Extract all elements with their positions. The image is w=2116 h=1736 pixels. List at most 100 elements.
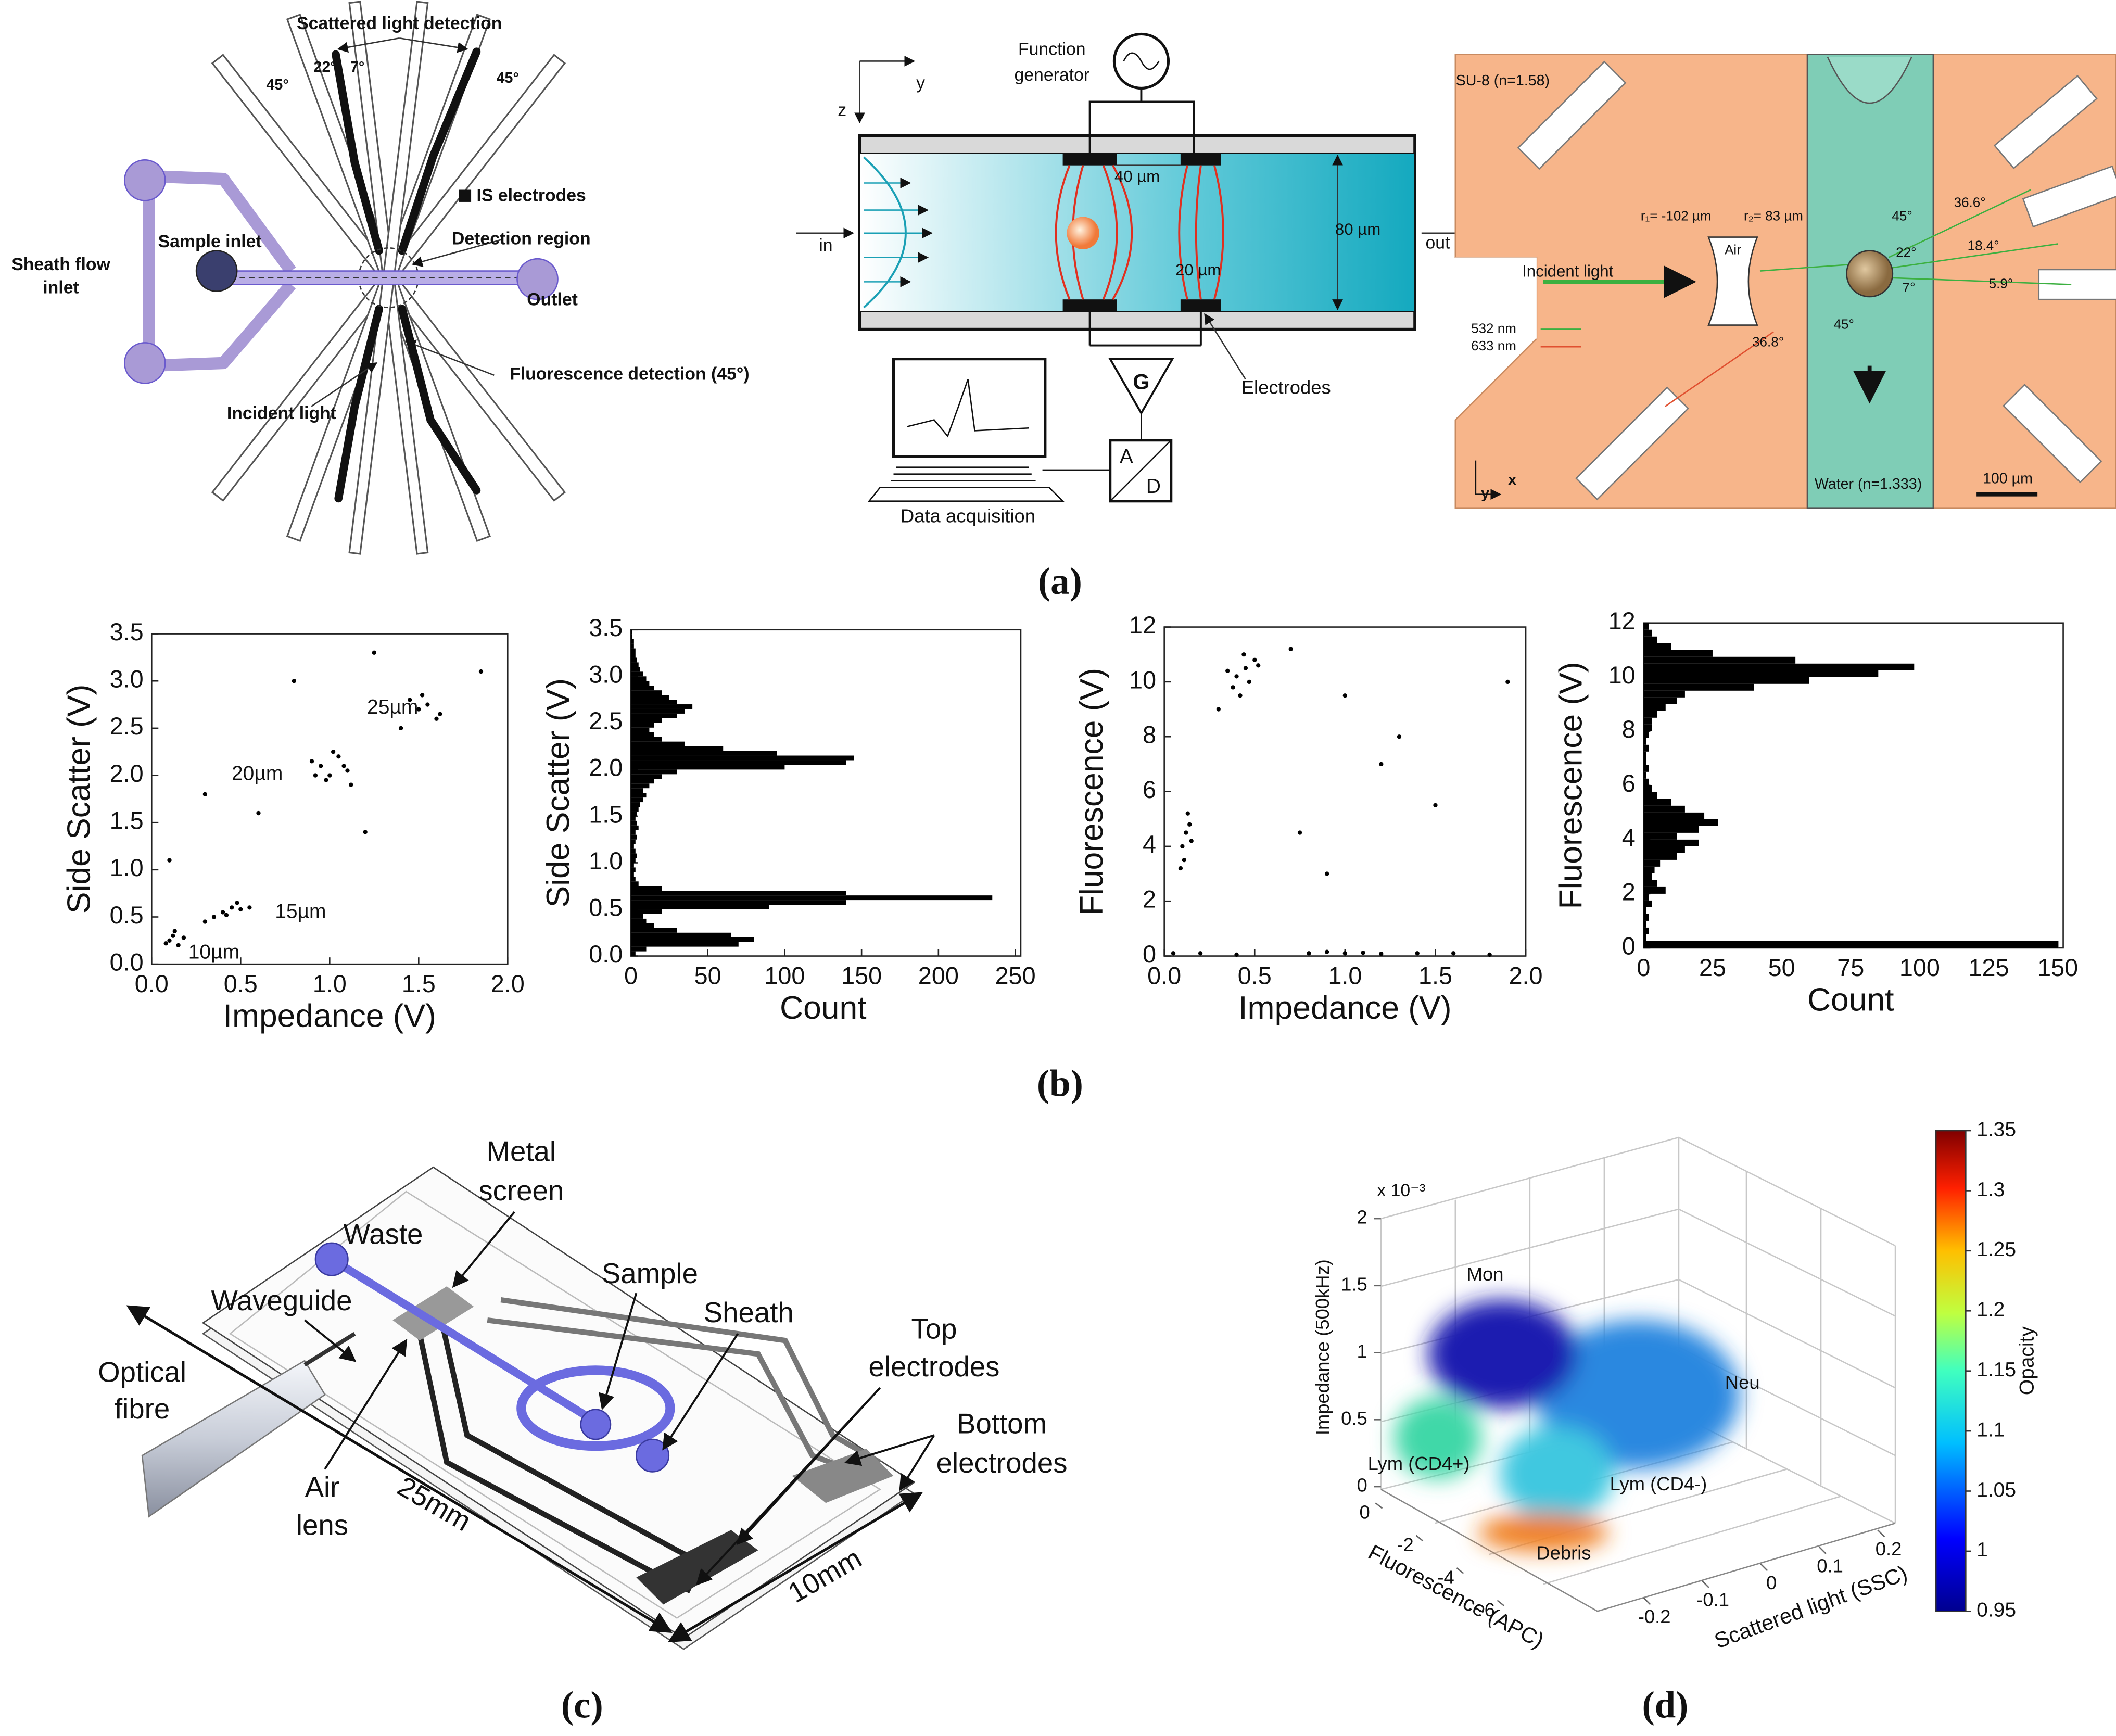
bar [1643, 893, 1649, 901]
y-tick-label: 3.5 [110, 618, 144, 645]
bar [630, 946, 647, 952]
label: 7° [1903, 280, 1916, 295]
label: D [1146, 475, 1161, 498]
y-tick-label: 0.0 [110, 949, 144, 976]
label: Air [305, 1472, 340, 1503]
shape [216, 270, 542, 285]
bar [630, 891, 846, 896]
bar [1643, 717, 1652, 725]
shape [2003, 384, 2102, 484]
label: Metal [487, 1136, 556, 1168]
shape [599, 1293, 638, 1410]
shape [404, 339, 495, 376]
label: z [838, 100, 846, 120]
point [478, 669, 484, 674]
label: 100 µm [1983, 471, 2033, 487]
bar [1643, 880, 1657, 887]
label: Function [1018, 40, 1086, 59]
y-tick-label: 2 [1622, 878, 1636, 905]
panel-label: (d) [1642, 1683, 1688, 1726]
tick-label: 1.3 [1976, 1179, 2005, 1201]
point [1297, 830, 1302, 835]
y-tick-label: 12 [1129, 612, 1156, 639]
label: fibre [115, 1393, 170, 1425]
x-tick-label: 250 [995, 962, 1036, 990]
bar [630, 708, 685, 714]
bar [1643, 629, 1652, 637]
shape [1394, 1397, 1481, 1479]
point [319, 764, 323, 768]
tick-label: 1.25 [1976, 1238, 2016, 1261]
shape [1827, 57, 1912, 104]
y-axis-label: Side Scatter (V) [61, 685, 97, 914]
bar [630, 914, 643, 919]
y-tick-label: 6 [1143, 776, 1156, 803]
label: generator [1014, 65, 1089, 85]
bar [630, 676, 647, 681]
point [1198, 951, 1203, 956]
label: Lym (CD4-) [1610, 1473, 1707, 1494]
bar [630, 667, 640, 672]
bar [630, 700, 677, 705]
shape [324, 1338, 408, 1470]
shape [1088, 311, 1202, 415]
y-tick-label: 2.5 [110, 713, 144, 740]
bar [1643, 758, 1646, 765]
point [349, 782, 353, 787]
tick-label: 0.1 [1817, 1555, 1843, 1576]
label: 45° [497, 70, 519, 86]
bar [630, 820, 637, 826]
label: in [819, 236, 832, 256]
shape [1180, 153, 1221, 166]
bar [1643, 941, 2058, 948]
bar [1643, 738, 1646, 745]
y-axis-label: Fluorescence (V) [1553, 662, 1589, 909]
bar [1643, 683, 1754, 691]
label: Sheath flow [11, 255, 110, 274]
point [1187, 822, 1192, 827]
bar [630, 937, 754, 942]
shape [332, 50, 384, 255]
bar [630, 811, 637, 816]
shape [891, 466, 1036, 481]
shape [1062, 299, 1117, 312]
bar [630, 779, 654, 784]
y-tick-label: 1.5 [589, 801, 623, 828]
y-tick-label: 2.0 [589, 754, 623, 781]
bar [630, 690, 662, 695]
point [1216, 707, 1221, 712]
bar [630, 713, 677, 718]
y-tick-label: 0.0 [589, 941, 623, 968]
x-tick-label: 1.0 [313, 970, 347, 997]
bar [630, 895, 993, 901]
bar [630, 727, 650, 732]
label: Waveguide [211, 1285, 352, 1316]
bar [630, 816, 636, 821]
shape [1517, 60, 1627, 170]
bar [1643, 656, 1796, 664]
label: x 10⁻³ [1377, 1181, 1425, 1200]
point [1415, 951, 1420, 956]
point [1451, 951, 1456, 956]
bar [1643, 886, 1666, 894]
bar [630, 923, 654, 928]
plot-frame [1163, 626, 1527, 957]
bar [630, 629, 632, 635]
tick-label: 0 [1357, 1475, 1367, 1496]
point [1324, 949, 1329, 954]
y-tick-label: 3.0 [110, 666, 144, 693]
bar [630, 788, 643, 793]
point [1307, 951, 1311, 956]
label: A [1120, 446, 1133, 468]
point [1243, 666, 1248, 670]
y-tick-label: 1.0 [589, 847, 623, 875]
label: y [916, 73, 925, 93]
x-tick-label: 2.0 [1509, 962, 1543, 990]
label: SU-8 (n=1.58) [1456, 72, 1550, 89]
label: Air [1725, 242, 1741, 257]
label: 7° [350, 59, 364, 75]
tick-label: -6 [1478, 1599, 1494, 1620]
point [1342, 693, 1348, 698]
bar [630, 900, 846, 905]
